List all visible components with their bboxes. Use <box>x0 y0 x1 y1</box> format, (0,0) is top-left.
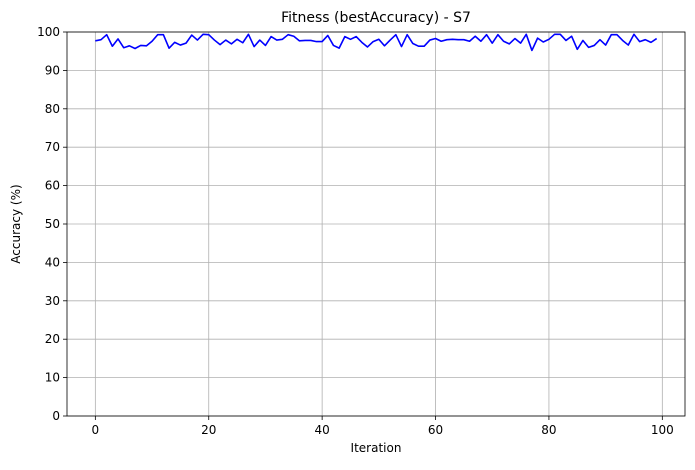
y-tick-label: 40 <box>45 255 60 269</box>
chart-title: Fitness (bestAccuracy) - S7 <box>281 10 471 26</box>
y-tick-label: 60 <box>45 179 60 193</box>
series-line <box>95 33 658 52</box>
x-tick-label: 60 <box>428 423 443 437</box>
y-tick-label: 80 <box>45 102 60 116</box>
y-tick-label: 70 <box>45 140 60 154</box>
x-tick-label: 20 <box>201 423 216 437</box>
y-tick-label: 90 <box>45 63 60 77</box>
grid <box>67 31 685 417</box>
plot-frame <box>66 31 686 417</box>
series-layer <box>95 33 658 52</box>
axis-ticks: 0 20 40 60 80 100 0 10 20 30 40 50 60 70 80 90 100 <box>37 25 674 437</box>
y-tick-label: 0 <box>52 409 60 423</box>
x-axis-label: Iteration <box>351 441 402 455</box>
x-tick-label: 40 <box>314 423 329 437</box>
y-tick-label: 20 <box>45 332 60 346</box>
y-tick-label: 100 <box>37 25 60 39</box>
x-tick-label: 0 <box>92 423 100 437</box>
x-tick-label: 80 <box>541 423 556 437</box>
y-axis-label: Accuracy (%) <box>9 184 23 263</box>
y-tick-label: 30 <box>45 294 60 308</box>
y-tick-label: 50 <box>45 217 60 231</box>
x-tick-label: 100 <box>651 423 674 437</box>
y-tick-label: 10 <box>45 371 60 385</box>
